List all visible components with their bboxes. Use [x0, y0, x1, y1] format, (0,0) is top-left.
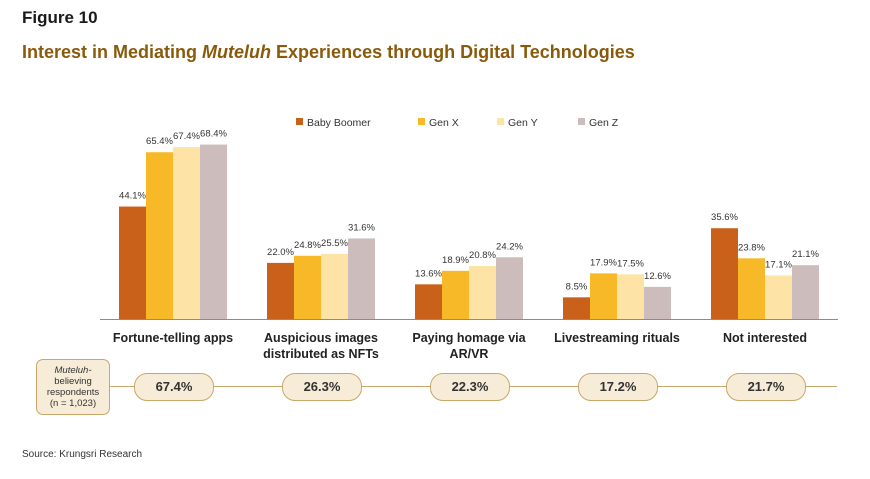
- respondents-label-2: believing: [54, 376, 92, 387]
- chart-title: Interest in Mediating Muteluh Experience…: [22, 42, 635, 63]
- bar: [469, 265, 496, 319]
- category-label: distributed as NFTs: [263, 347, 379, 360]
- bar-value-label: 12.6%: [644, 271, 671, 282]
- legend-swatch: [497, 118, 504, 125]
- category-label: Fortune-telling apps: [113, 331, 233, 345]
- bar: [792, 265, 819, 319]
- category-label: AR/VR: [450, 347, 489, 360]
- legend-label: Gen Z: [589, 117, 619, 129]
- bar-value-label: 31.6%: [348, 222, 375, 233]
- bar: [765, 275, 792, 319]
- bar: [496, 257, 523, 319]
- legend-swatch: [578, 118, 585, 125]
- category-label: Paying homage via: [412, 331, 526, 345]
- bar: [442, 270, 469, 319]
- figure-label: Figure 10: [22, 8, 98, 27]
- bar: [348, 238, 375, 319]
- category-label: Livestreaming rituals: [554, 331, 680, 345]
- bar: [173, 147, 200, 319]
- respondents-pill: 17.2%: [578, 373, 658, 401]
- bar-value-label: 20.8%: [469, 250, 496, 261]
- source-note: Source: Krungsri Research: [22, 449, 143, 460]
- title-em: Muteluh: [202, 42, 272, 62]
- bar-value-label: 68.4%: [200, 129, 227, 140]
- bar: [321, 253, 348, 319]
- bar: [590, 273, 617, 319]
- bar: [200, 144, 227, 319]
- respondents-pill: 67.4%: [134, 373, 214, 401]
- bar-value-label: 13.6%: [415, 268, 442, 279]
- bar-value-label: 35.6%: [711, 212, 738, 223]
- bar-value-label: 25.5%: [321, 238, 348, 249]
- legend-label: Baby Boomer: [307, 117, 371, 129]
- respondents-label-3: respondents: [46, 387, 100, 398]
- bar-value-label: 23.8%: [738, 242, 765, 253]
- bar: [267, 262, 294, 319]
- respondents-label-em: Muteluh-: [54, 365, 92, 376]
- bar-value-label: 65.4%: [146, 136, 173, 147]
- bar-value-label: 21.1%: [792, 249, 819, 260]
- bar-chart: 44.1% 22.0% 13.6% 8.5% 35.6% 65.4% 24.8% 18.9% 1…: [100, 117, 838, 360]
- bar-value-label: 44.1%: [119, 191, 146, 202]
- bar: [738, 258, 765, 319]
- respondents-pill: 22.3%: [430, 373, 510, 401]
- bar-value-label: 17.5%: [617, 258, 644, 269]
- respondents-pill: 21.7%: [726, 373, 806, 401]
- bar-value-label: 18.9%: [442, 255, 469, 266]
- bar: [294, 255, 321, 319]
- respondents-box: Muteluh- believing respondents (n = 1,02…: [36, 359, 110, 415]
- bar-value-label: 17.1%: [765, 259, 792, 270]
- legend-label: Gen X: [429, 117, 459, 129]
- bar: [644, 286, 671, 319]
- bar-value-label: 8.5%: [566, 281, 588, 292]
- bar: [563, 297, 590, 319]
- bar-value-label: 24.8%: [294, 240, 321, 251]
- bar: [617, 274, 644, 319]
- category-label: Not interested: [723, 331, 807, 345]
- title-post: Experiences through Digital Technologies: [271, 42, 635, 62]
- bar-value-label: 17.9%: [590, 257, 617, 268]
- bar: [415, 284, 442, 319]
- bar: [146, 152, 173, 319]
- legend-swatch: [418, 118, 425, 125]
- category-label: Auspicious images: [264, 331, 378, 345]
- legend-swatch: [296, 118, 303, 125]
- bar-value-label: 67.4%: [173, 131, 200, 142]
- respondents-label-4: (n = 1,023): [49, 398, 97, 409]
- bar-value-label: 24.2%: [496, 241, 523, 252]
- bar-value-label: 22.0%: [267, 247, 294, 258]
- bar: [119, 206, 146, 319]
- legend-label: Gen Y: [508, 117, 538, 129]
- respondents-pill: 26.3%: [282, 373, 362, 401]
- bar: [711, 228, 738, 319]
- title-pre: Interest in Mediating: [22, 42, 203, 62]
